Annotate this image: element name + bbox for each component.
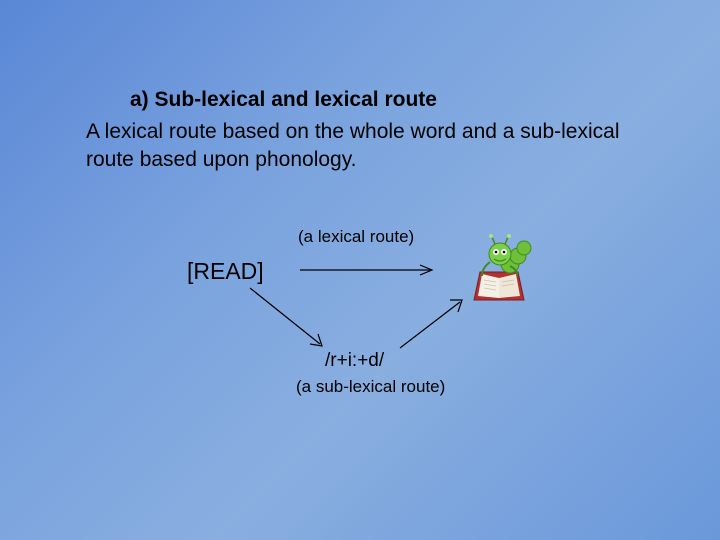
lexical-route-label: (a lexical route) [298, 227, 414, 247]
bookworm-reading-icon [460, 232, 538, 308]
sublexical-route-label: (a sub-lexical route) [296, 377, 445, 397]
read-word-node: [READ] [187, 258, 264, 285]
arrow-down-to-phon [248, 286, 338, 356]
arrow-lexical [300, 262, 450, 282]
slide-description: A lexical route based on the whole word … [86, 118, 646, 175]
slide-container: a) Sub-lexical and lexical route A lexic… [0, 0, 720, 540]
phonology-node: /r+i:+d/ [325, 350, 384, 372]
slide-heading: a) Sub-lexical and lexical route [130, 88, 437, 112]
